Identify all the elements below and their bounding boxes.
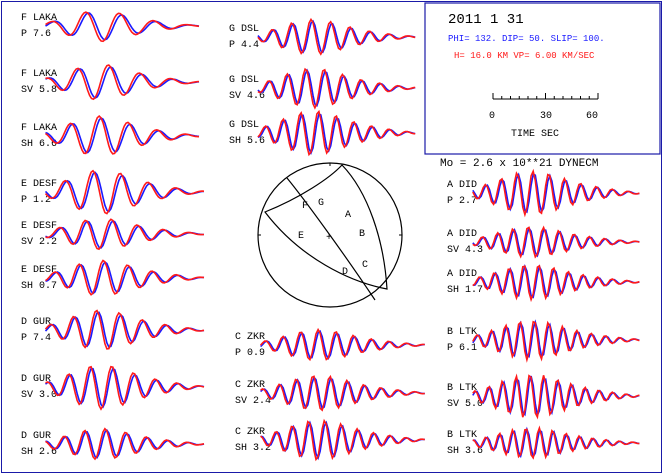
observed-trace [260, 374, 425, 412]
synthetic-trace [472, 172, 640, 214]
beach-letter-F: F [302, 201, 308, 212]
beach-letter-E: E [298, 231, 304, 242]
phase-label: SH 2.6 [21, 447, 57, 458]
nodal-plane-2 [286, 177, 376, 301]
phase-label: P 1.2 [21, 195, 51, 206]
phase-label: SV 5.0 [447, 399, 483, 410]
station-label: G DSL [229, 120, 259, 131]
phase-label: P 2.7 [447, 196, 477, 207]
phase-label: SV 2.2 [21, 237, 57, 248]
phase-label: SV 4.6 [229, 91, 265, 102]
phase-label: SH 0.7 [21, 281, 57, 292]
station-traces: F LAKA P 7.6 F LAKA SV 5.8 F LAKA SH 6.6 E DES… [21, 11, 640, 462]
info-box: 2011 1 31 PHI= 132. DIP= 50. SLIP= 100. … [424, 2, 661, 155]
observed-trace [472, 264, 640, 303]
station-label: D GUR [21, 317, 51, 328]
synthetic-trace [45, 116, 200, 154]
observed-trace [257, 17, 416, 56]
phase-label: SH 1.7 [447, 285, 483, 296]
station-label: G DSL [229, 75, 259, 86]
beach-letter-B: B [359, 229, 365, 240]
phase-label: SV 4.3 [447, 245, 483, 256]
station-label: B LTK [447, 327, 477, 338]
synthetic-trace [44, 171, 205, 213]
observed-trace [45, 11, 200, 43]
synthetic-trace [472, 263, 640, 299]
observed-trace [472, 320, 640, 363]
info-box-border [424, 2, 661, 155]
observed-trace [44, 169, 205, 215]
observed-trace [45, 427, 205, 461]
beach-letter-G: G [318, 198, 324, 209]
phase-label: SV 3.0 [21, 390, 57, 401]
synthetic-trace [45, 219, 204, 249]
station-label: C ZKR [235, 332, 265, 343]
station-label: B LTK [447, 430, 477, 441]
observed-trace [44, 309, 205, 350]
phase-label: SH 3.6 [447, 446, 483, 457]
phase-label: SV 2.4 [235, 396, 271, 407]
synthetic-trace [257, 113, 416, 156]
observed-trace [472, 425, 640, 460]
phase-label: P 7.6 [21, 29, 51, 40]
event-date: 2011 1 31 [448, 12, 524, 28]
phase-label: SH 6.6 [21, 139, 57, 150]
station-label: F LAKA [21, 69, 57, 80]
observed-trace [472, 168, 640, 218]
time-tick-60: 60 [586, 111, 598, 122]
station-label: E DESF [21, 179, 57, 190]
station-label: A DID [447, 269, 477, 280]
synthetic-trace [45, 260, 205, 295]
observed-trace [45, 365, 205, 411]
station-label: A DID [447, 180, 477, 191]
station-label: F LAKA [21, 13, 57, 24]
station-label: E DESF [21, 265, 57, 276]
observed-trace [472, 373, 640, 420]
time-scale-label: TIME SEC [511, 129, 559, 140]
observed-trace [257, 109, 416, 157]
phase-label: P 0.9 [235, 348, 265, 359]
phase-label: SH 3.2 [235, 443, 271, 454]
phase-label: P 4.4 [229, 40, 259, 51]
observed-trace [472, 225, 640, 259]
seismic-moment: Mo = 2.6 x 10**21 DYNECM [440, 158, 598, 170]
station-label: C ZKR [235, 380, 265, 391]
nodal-plane-1 [264, 164, 388, 290]
focal-mechanism: F G A E B D C + [257, 162, 403, 308]
station-label: B LTK [447, 383, 477, 394]
mechanism-line-2: H= 16.0 KM VP= 6.00 KM/SEC [454, 51, 595, 61]
beach-letter-A: A [345, 210, 351, 221]
beach-center-mark: + [326, 233, 332, 244]
station-label: D GUR [21, 374, 51, 385]
observed-trace [259, 327, 425, 362]
station-label: C ZKR [235, 427, 265, 438]
station-label: F LAKA [21, 123, 57, 134]
phase-label: SH 5.6 [229, 136, 265, 147]
time-tick-0: 0 [489, 111, 495, 122]
observed-trace [45, 218, 205, 251]
beach-letter-D: D [342, 267, 348, 278]
station-label: E DESF [21, 221, 57, 232]
observed-trace [45, 115, 200, 155]
synthetic-trace [260, 420, 425, 461]
mechanism-line-1: PHI= 132. DIP= 50. SLIP= 100. [448, 34, 605, 44]
observed-trace [257, 67, 416, 110]
synthetic-trace [472, 375, 640, 418]
phase-label: P 7.4 [21, 333, 51, 344]
synthetic-trace [257, 68, 416, 107]
beach-letter-C: C [362, 260, 368, 271]
station-label: A DID [447, 229, 477, 240]
phase-label: P 6.1 [447, 343, 477, 354]
observed-trace [260, 418, 425, 462]
observed-trace [45, 259, 205, 296]
station-label: G DSL [229, 24, 259, 35]
time-scale [492, 93, 599, 100]
station-label: D GUR [21, 431, 51, 442]
observed-trace [45, 64, 200, 101]
phase-label: SV 5.8 [21, 85, 57, 96]
time-tick-30: 30 [540, 111, 552, 122]
